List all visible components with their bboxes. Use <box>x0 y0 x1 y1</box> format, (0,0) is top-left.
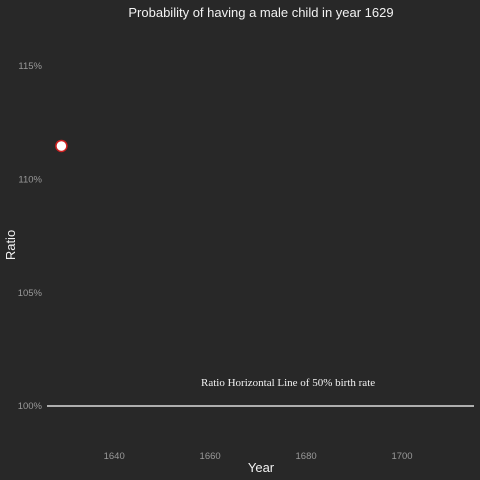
y-tick-label: 110% <box>18 175 42 186</box>
x-tick-label: 1660 <box>200 451 221 462</box>
plot-area: Ratio Horizontal Line of 50% birth rate <box>47 140 474 406</box>
x-tick-label: 1680 <box>296 451 317 462</box>
x-tick-label: 1640 <box>104 451 125 462</box>
y-tick-label: 115% <box>18 61 42 72</box>
x-axis-label: Year <box>248 460 275 475</box>
y-axis: 100% 105% 110% 115% <box>18 61 43 412</box>
data-point <box>56 140 67 151</box>
reference-line-label: Ratio Horizontal Line of 50% birth rate <box>201 377 375 389</box>
chart-title: Probability of having a male child in ye… <box>128 5 393 20</box>
y-tick-label: 105% <box>18 288 43 299</box>
x-tick-label: 1700 <box>391 451 412 462</box>
y-axis-label: Ratio <box>3 230 18 260</box>
y-tick-label: 100% <box>18 401 43 412</box>
